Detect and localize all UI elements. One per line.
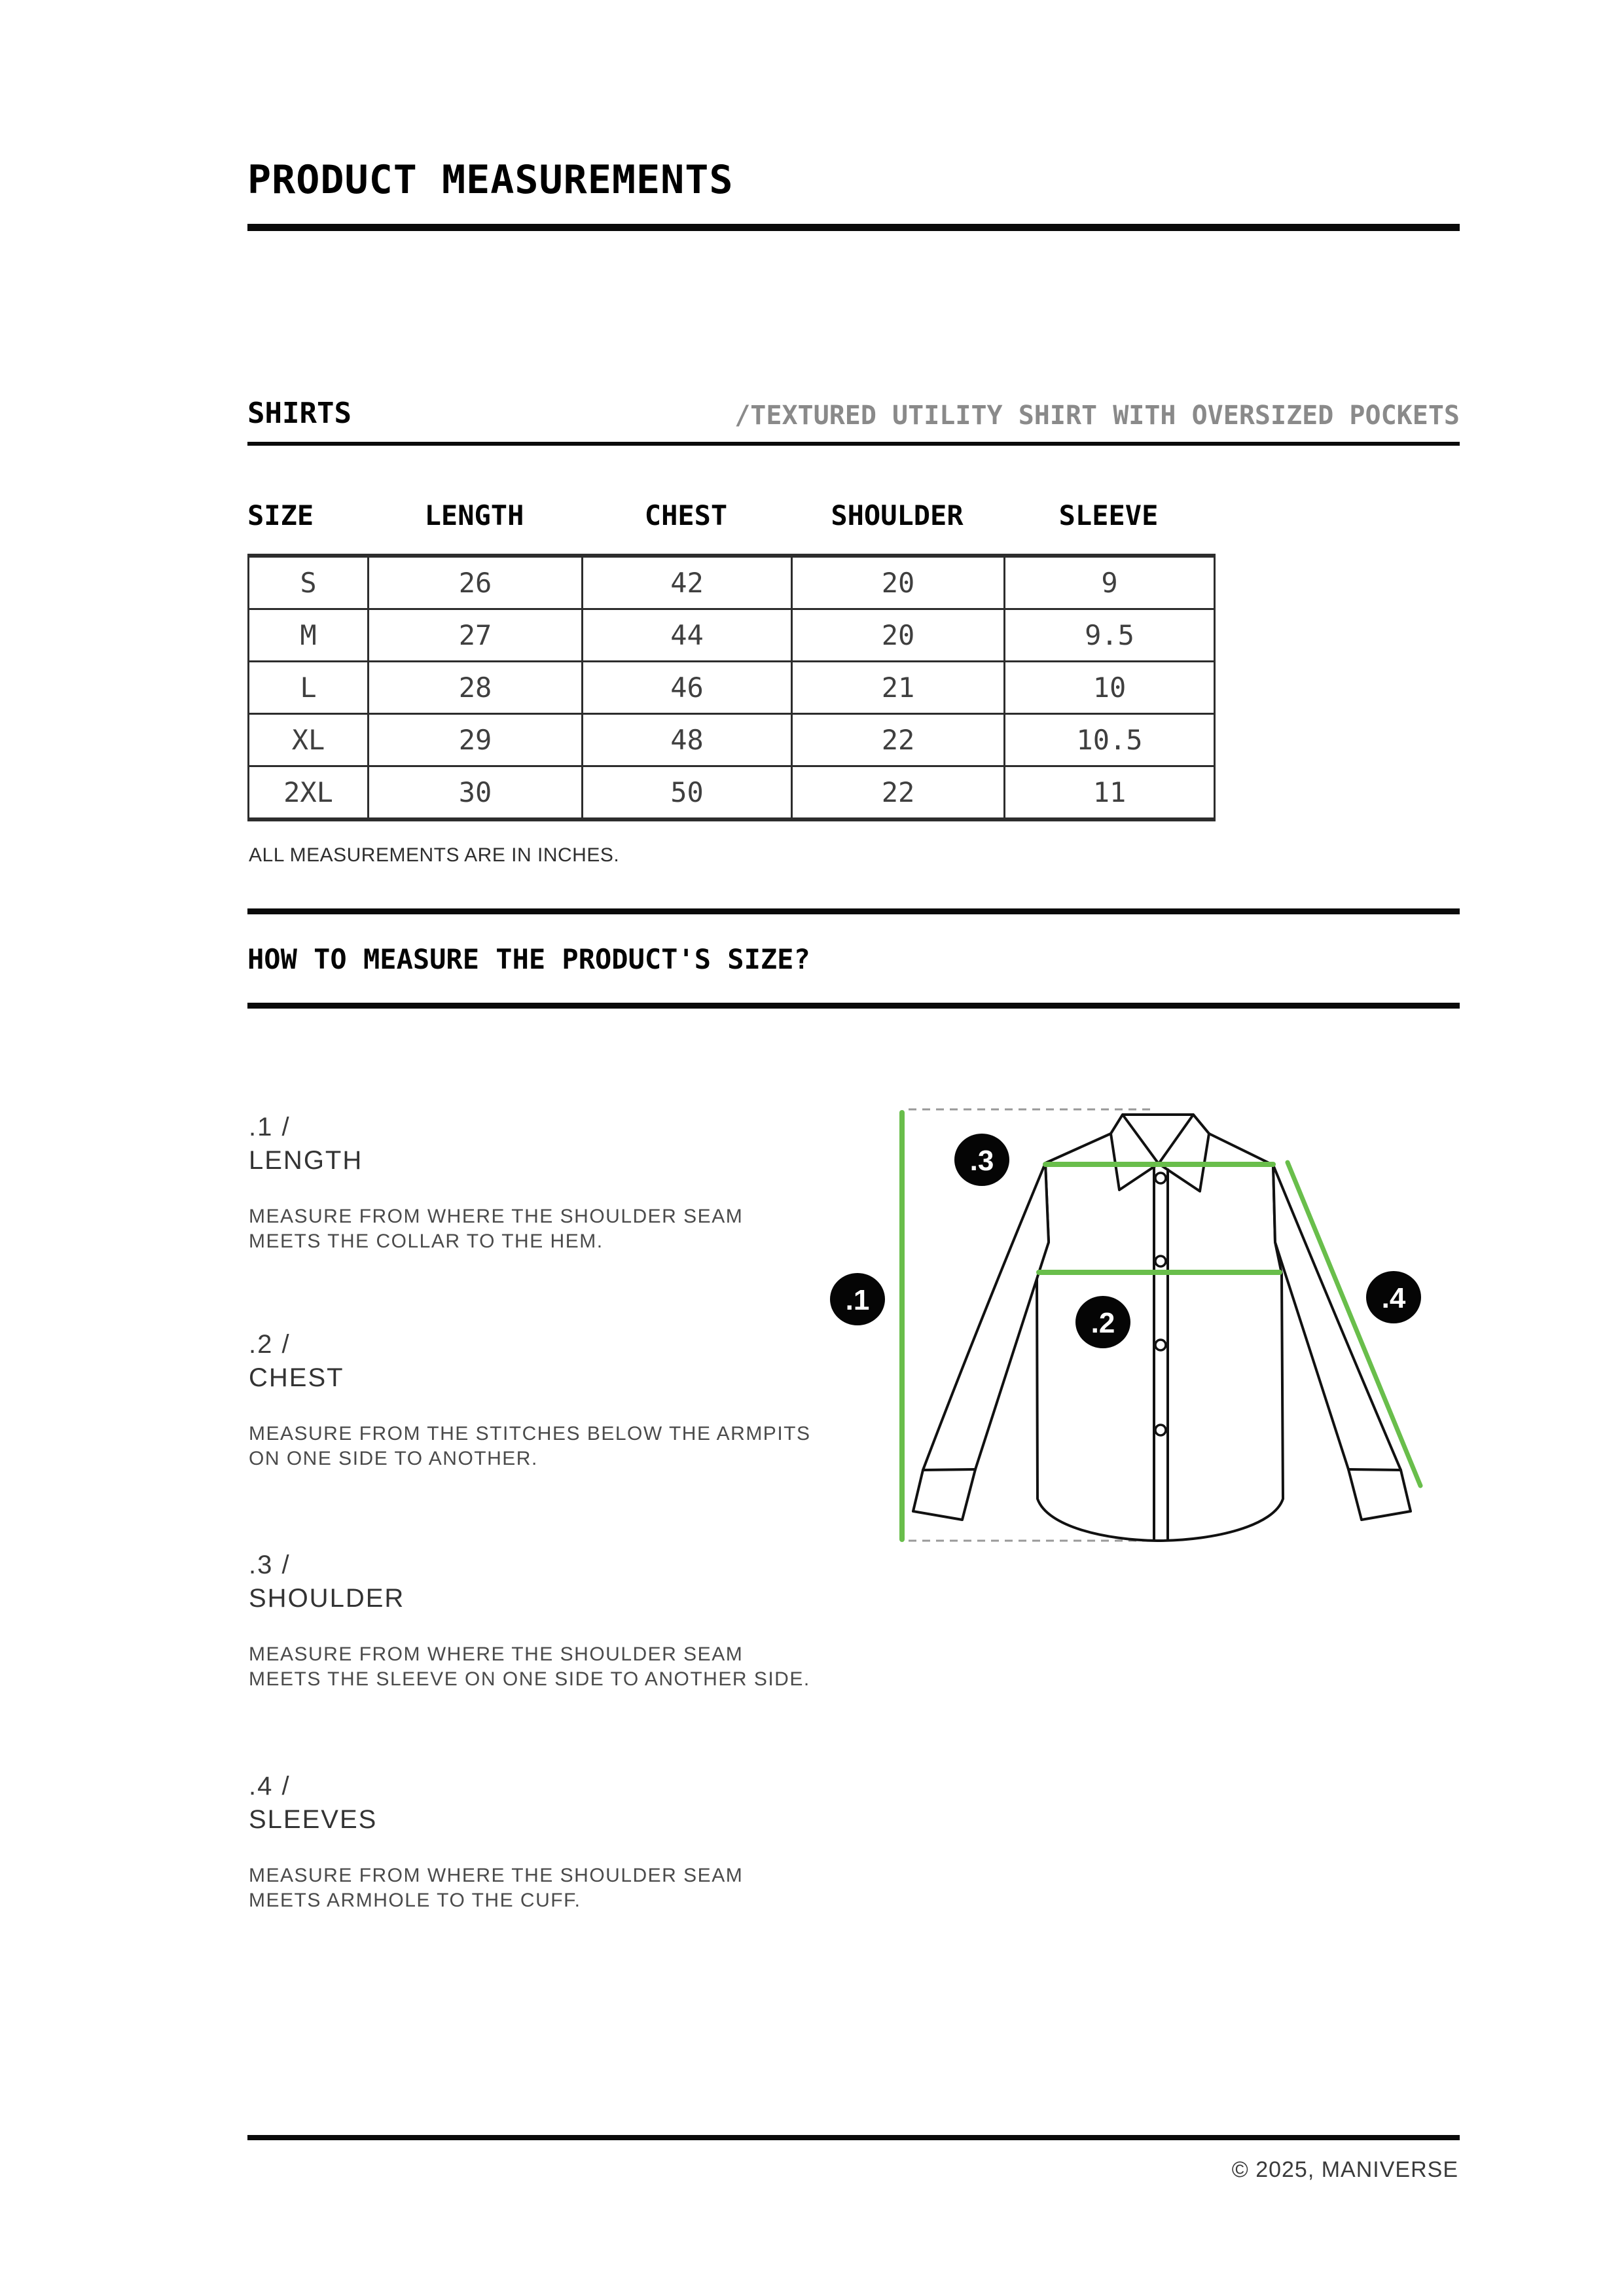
shirt-collar-right-flap [1157, 1113, 1210, 1193]
section-number: .1 / [249, 1113, 291, 1141]
size-table: S 26 42 20 9 M 27 44 20 9.5 L 28 46 21 1… [247, 554, 1216, 821]
measure-badge-1: .1 [830, 1273, 885, 1325]
measure-badge-4: .4 [1366, 1271, 1421, 1323]
cell-sleeve: 10 [1003, 660, 1216, 715]
cell-sleeve: 10.5 [1003, 713, 1216, 767]
table-row: 2XL 30 50 22 11 [247, 765, 1216, 821]
cell-length: 28 [367, 660, 583, 715]
cell-length: 30 [367, 765, 583, 821]
cell-size: XL [247, 713, 369, 767]
section-description: MEASURE FROM THE STITCHES BELOW THE ARMP… [249, 1423, 811, 1470]
shirt-measurement-diagram: .1 .2 .3 .4 [830, 1108, 1423, 1542]
footer-copyright: © 2025, MANIVERSE [1231, 2157, 1458, 2182]
how-to-heading: HOW TO MEASURE THE PRODUCT'S SIZE? [247, 943, 810, 975]
measure-section-length: .1 / LENGTH MEASURE FROM WHERE THE SHOUL… [249, 1113, 838, 1254]
section-divider-bottom [247, 1003, 1460, 1009]
shirt-right-cuff-seam [1347, 1468, 1402, 1471]
shirt-left-sleeve [912, 1162, 1050, 1521]
cell-length: 26 [367, 554, 583, 610]
measurement-lines [899, 1110, 1423, 1542]
cell-size: L [247, 660, 369, 715]
measurement-line-sleeve [1285, 1160, 1423, 1488]
column-header-length: LENGTH [424, 499, 524, 531]
section-number: .2 / [249, 1330, 291, 1359]
section-name: LENGTH [249, 1146, 363, 1175]
product-name: /TEXTURED UTILITY SHIRT WITH OVERSIZED P… [734, 401, 1460, 431]
units-note: ALL MEASUREMENTS ARE IN INCHES. [249, 844, 620, 866]
shirt-body [1036, 1132, 1284, 1542]
cell-chest: 42 [581, 554, 793, 610]
measurement-badges: .1 .2 .3 .4 [830, 1134, 1421, 1348]
cell-chest: 48 [581, 713, 793, 767]
svg-text:.3: .3 [970, 1145, 994, 1177]
cell-size: 2XL [247, 765, 369, 821]
size-table-header-row: SIZE LENGTH CHEST SHOULDER SLEEVE [247, 499, 1214, 531]
measure-badge-2: .2 [1075, 1296, 1130, 1348]
cell-chest: 44 [581, 608, 793, 662]
section-name: SHOULDER [249, 1584, 405, 1613]
cell-sleeve: 9 [1003, 554, 1216, 610]
page-title: PRODUCT MEASUREMENTS [247, 157, 734, 203]
measure-badge-3: .3 [954, 1134, 1009, 1186]
cell-shoulder: 21 [791, 660, 1005, 715]
column-header-chest: CHEST [644, 499, 728, 531]
cell-shoulder: 22 [791, 713, 1005, 767]
cell-chest: 46 [581, 660, 793, 715]
section-description: MEASURE FROM WHERE THE SHOULDER SEAM MEE… [249, 1206, 744, 1253]
cell-chest: 50 [581, 765, 793, 821]
cell-sleeve: 11 [1003, 765, 1216, 821]
category-divider [247, 442, 1460, 446]
section-description: MEASURE FROM WHERE THE SHOULDER SEAM MEE… [249, 1643, 810, 1691]
category-label: SHIRTS [247, 397, 352, 430]
cell-length: 27 [367, 608, 583, 662]
cell-size: M [247, 608, 369, 662]
section-number: .4 / [249, 1772, 291, 1801]
svg-text:.1: .1 [846, 1284, 870, 1316]
title-divider [247, 224, 1460, 231]
cell-shoulder: 20 [791, 608, 1005, 662]
column-header-shoulder: SHOULDER [831, 499, 964, 531]
column-header-sleeve: SLEEVE [1058, 499, 1159, 531]
section-description: MEASURE FROM WHERE THE SHOULDER SEAM MEE… [249, 1865, 744, 1912]
footer-divider [247, 2135, 1460, 2140]
table-row: M 27 44 20 9.5 [247, 608, 1216, 662]
shirt-buttons [1154, 1172, 1167, 1437]
column-header-size: SIZE [247, 499, 314, 531]
cell-shoulder: 22 [791, 765, 1005, 821]
cell-size: S [247, 554, 369, 610]
measure-section-sleeves: .4 / SLEEVES MEASURE FROM WHERE THE SHOU… [249, 1772, 838, 1913]
shirt-outline [912, 1113, 1412, 1542]
section-name: CHEST [249, 1363, 344, 1392]
section-divider-top [247, 908, 1460, 914]
cell-sleeve: 9.5 [1003, 608, 1216, 662]
table-row: S 26 42 20 9 [247, 554, 1216, 610]
shirt-left-cuff-seam [922, 1468, 977, 1471]
table-row: XL 29 48 22 10.5 [247, 713, 1216, 767]
section-number: .3 / [249, 1551, 291, 1579]
dashed-guide-lines [909, 1108, 1159, 1542]
svg-text:.4: .4 [1382, 1282, 1406, 1314]
cell-shoulder: 20 [791, 554, 1005, 610]
measure-section-chest: .2 / CHEST MEASURE FROM THE STITCHES BEL… [249, 1330, 838, 1471]
section-name: SLEEVES [249, 1805, 378, 1834]
shirt-right-sleeve [1272, 1164, 1412, 1521]
table-row: L 28 46 21 10 [247, 660, 1216, 715]
shirt-collar-left-flap [1110, 1113, 1160, 1191]
cell-length: 29 [367, 713, 583, 767]
measure-section-shoulder: .3 / SHOULDER MEASURE FROM WHERE THE SHO… [249, 1551, 838, 1692]
svg-text:.2: .2 [1091, 1307, 1115, 1339]
